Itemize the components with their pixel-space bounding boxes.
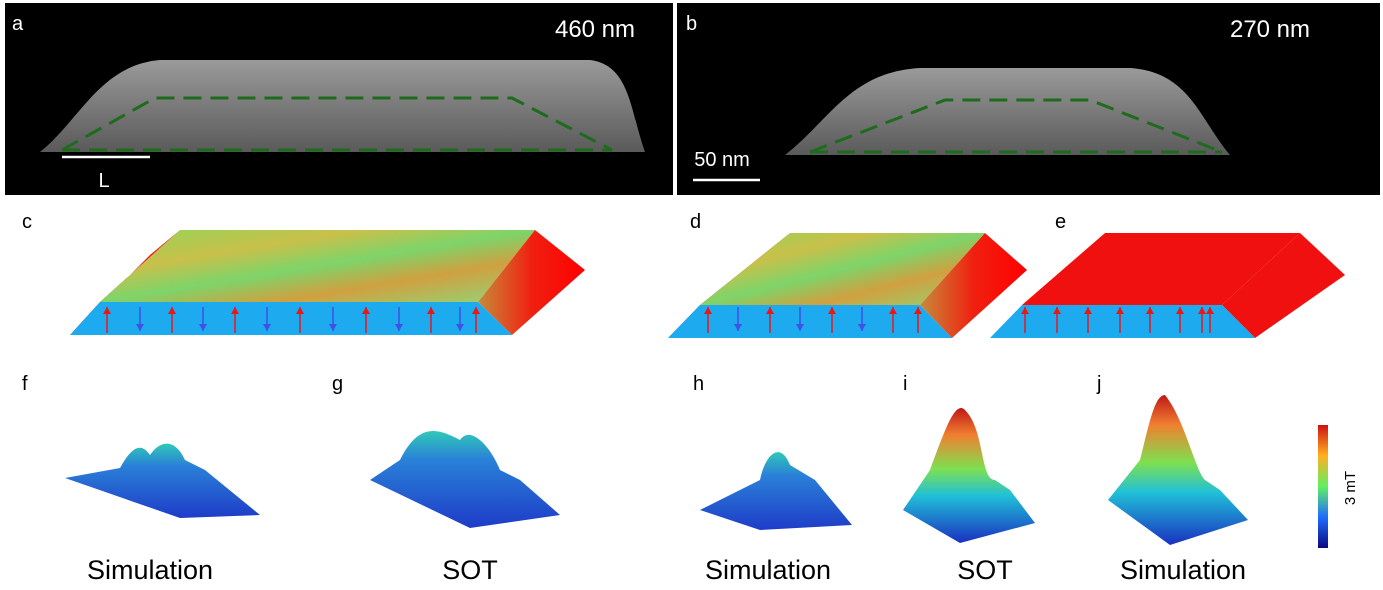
panel-label: a — [12, 13, 24, 35]
panel-label: g — [332, 373, 343, 395]
caption: Simulation — [1120, 555, 1246, 585]
panel-label: c — [22, 211, 32, 233]
figure: a L 460 nm b 50 nm 270 nm c d e f g h i … — [0, 0, 1383, 590]
panel-label: i — [903, 373, 907, 395]
caption: SOT — [442, 555, 498, 585]
slab-top-face — [100, 230, 535, 302]
panel-label: h — [693, 373, 704, 395]
field-surface — [65, 444, 260, 518]
caption: SOT — [957, 555, 1013, 585]
caption: Simulation — [87, 555, 213, 585]
scale-label: 50 nm — [694, 149, 750, 171]
panel-label: j — [1096, 373, 1101, 395]
field-surface — [700, 452, 852, 530]
panel-label: f — [22, 373, 28, 395]
panel-label: e — [1055, 211, 1066, 233]
colorbar-label: 3 mT — [1342, 471, 1359, 505]
colorbar — [1318, 425, 1328, 548]
panel-label: d — [690, 211, 701, 233]
panel-label: b — [686, 13, 697, 35]
sample-cross-section — [40, 60, 645, 152]
field-surface — [370, 431, 560, 528]
caption: Simulation — [705, 555, 831, 585]
field-surface — [903, 408, 1035, 543]
slab-front-face — [990, 305, 1255, 338]
scale-label: L — [98, 170, 109, 192]
thickness-label: 460 nm — [555, 16, 635, 43]
slab-front-face — [70, 302, 512, 335]
thickness-label: 270 nm — [1230, 16, 1310, 43]
field-surface — [1108, 395, 1248, 545]
slab-front-face — [668, 305, 952, 338]
